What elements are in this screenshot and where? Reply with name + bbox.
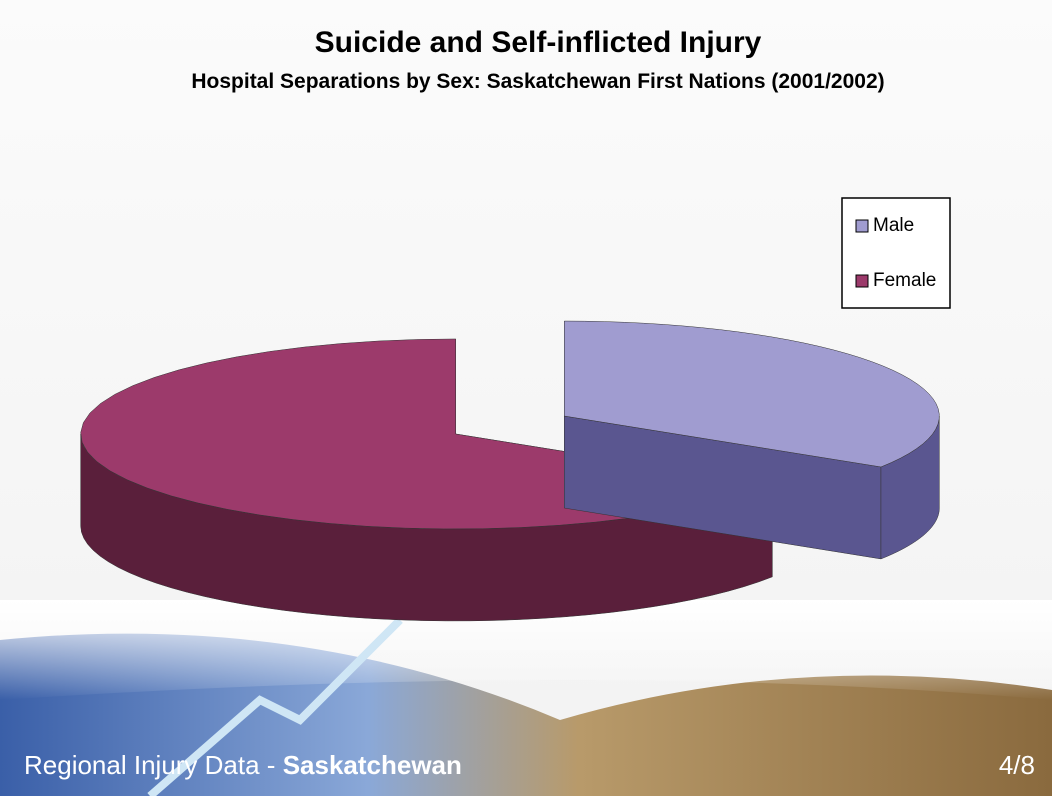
- chart-title: Suicide and Self-inflicted Injury: [315, 26, 762, 59]
- legend: Male Female: [855, 215, 936, 291]
- footer-region: Saskatchewan: [283, 750, 462, 780]
- footer-text: Regional Injury Data -: [24, 750, 283, 780]
- pie: [80, 320, 940, 622]
- page-number: 4/8: [999, 750, 1035, 780]
- legend-label: Female: [873, 270, 936, 291]
- legend-label: Male: [873, 215, 914, 236]
- legend-swatch: [855, 274, 869, 288]
- chart-subtitle: Hospital Separations by Sex: Saskatchewa…: [191, 70, 884, 93]
- footer-label: Regional Injury Data - Saskatchewan: [24, 750, 462, 780]
- legend-box: [841, 197, 951, 309]
- background-fade: [0, 600, 1052, 700]
- arrow-decoration: [147, 617, 403, 796]
- pie-slice: [564, 320, 940, 468]
- legend-swatch: [855, 219, 869, 233]
